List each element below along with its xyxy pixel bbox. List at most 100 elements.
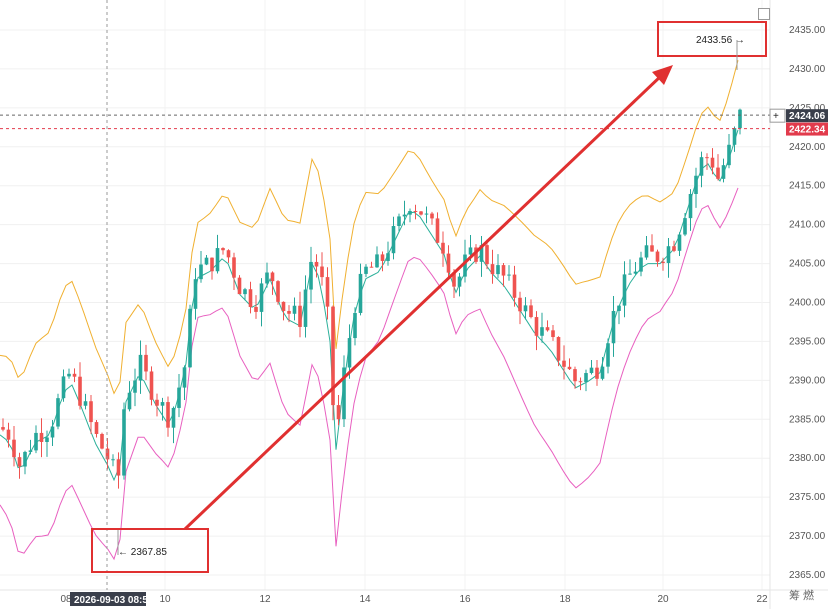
candle-body (303, 289, 308, 327)
candle-body (721, 165, 726, 179)
candle-body (716, 167, 720, 179)
price-badge (786, 109, 828, 123)
candle-body (166, 402, 170, 428)
candle-body (221, 248, 225, 251)
candle-body (529, 305, 533, 318)
candle-body (424, 213, 429, 215)
candle-body (578, 381, 583, 383)
candle-body (688, 193, 693, 219)
candle-body (353, 312, 357, 339)
price-badge (786, 122, 828, 136)
y-tick-label: 2365.00 (789, 570, 826, 581)
candle-body (210, 257, 214, 272)
candle-body (408, 210, 412, 215)
chart-settings-icon[interactable] (758, 8, 770, 20)
x-tick-label: 10 (159, 594, 171, 605)
candle-body (265, 272, 269, 284)
candle-body (534, 317, 539, 336)
y-tick-label: 2410.00 (789, 220, 826, 231)
candle-body (28, 450, 33, 452)
y-tick-label: 2385.00 (789, 414, 826, 425)
candle-body (281, 301, 286, 311)
trend-arrow-line (183, 73, 664, 531)
candle-body (556, 337, 561, 361)
y-tick-label: 2420.00 (789, 142, 826, 153)
candle-body (485, 245, 489, 265)
candle-body (413, 210, 418, 212)
candle-body (160, 402, 165, 406)
candle-body (710, 157, 715, 168)
candle-body (155, 399, 159, 406)
candle-body (441, 242, 445, 254)
candle-body (138, 354, 143, 381)
candle-body (397, 216, 401, 227)
x-tick-label: 16 (459, 594, 471, 605)
candle-body (232, 257, 236, 278)
trend-arrow-head (652, 65, 673, 85)
footer-glyphs: 筹 燃 (788, 590, 814, 602)
candle-body (611, 310, 616, 344)
y-tick-label: 2425.00 (789, 103, 826, 114)
y-tick-label: 2415.00 (789, 181, 826, 192)
candle-body (259, 283, 264, 312)
price-badge-label: 2424.06 (789, 111, 826, 122)
candle-body (364, 266, 368, 274)
candle-body (243, 289, 247, 295)
candle-body (573, 369, 577, 382)
candle-body (127, 392, 132, 410)
candle-body (45, 437, 49, 442)
candle-body (78, 376, 82, 406)
candle-body (683, 218, 687, 235)
candle-body (12, 439, 16, 458)
candle-body (83, 401, 88, 406)
candle-body (463, 254, 467, 277)
y-tick-label: 2390.00 (789, 375, 826, 386)
candle-body (254, 306, 258, 312)
candle-body (331, 306, 335, 406)
candle-body (490, 264, 495, 275)
candle-body (705, 157, 709, 159)
candle-body (479, 245, 484, 262)
candle-body (446, 253, 451, 273)
y-tick-label: 2400.00 (789, 298, 826, 309)
candle-body (600, 366, 605, 379)
candle-body (204, 257, 209, 265)
y-tick-label: 2430.00 (789, 64, 826, 75)
candle-body (732, 128, 737, 145)
candle-body (23, 451, 27, 467)
candle-body (738, 109, 742, 129)
x-tick-label: 14 (359, 594, 371, 605)
candle-body (17, 457, 22, 467)
candle-body (309, 261, 313, 290)
candle-body (56, 398, 60, 427)
candle-body (89, 401, 93, 423)
candle-body (72, 373, 77, 377)
add-alert-icon (769, 108, 786, 123)
candle-body (595, 367, 599, 379)
candle-body (50, 426, 55, 438)
candle-body (507, 274, 511, 276)
candle-body (325, 277, 330, 307)
candle-body (452, 272, 456, 287)
y-tick-label: 2380.00 (789, 453, 826, 464)
candle-body (419, 211, 423, 215)
candle-body (617, 305, 621, 311)
candle-body (622, 274, 627, 306)
candle-body (639, 257, 643, 272)
candle-body (248, 289, 253, 307)
candle-body (650, 245, 654, 252)
candle-body (628, 273, 632, 275)
candle-body (276, 281, 280, 302)
candle-body (496, 265, 500, 275)
candle-body (391, 226, 396, 254)
x-tick-label: 20 (657, 594, 669, 605)
band-upper-line (0, 60, 739, 395)
candle-body (100, 433, 104, 449)
candle-body (435, 218, 440, 243)
candle-body (699, 157, 704, 176)
band-mid-line (0, 129, 739, 482)
candle-body (584, 373, 588, 382)
candle-body (122, 409, 126, 476)
